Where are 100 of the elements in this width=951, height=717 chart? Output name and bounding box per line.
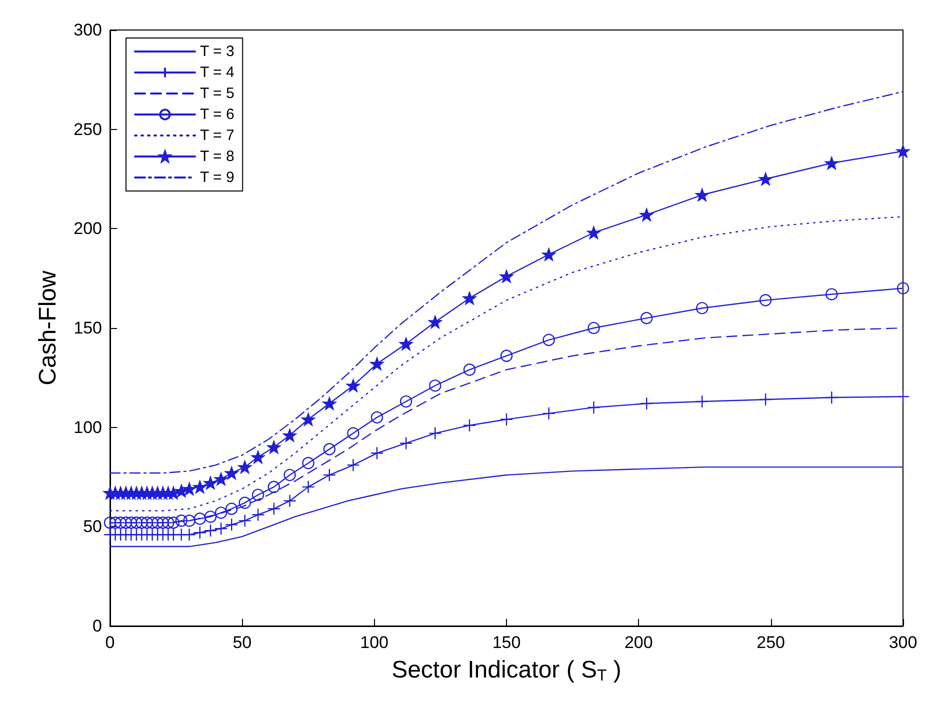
point — [347, 427, 360, 440]
point — [130, 516, 143, 529]
point — [323, 443, 336, 456]
point — [825, 390, 838, 404]
point — [267, 440, 280, 454]
legend-label: T = 9 — [200, 169, 234, 186]
point — [193, 480, 206, 494]
legend-label: T = 3 — [200, 43, 234, 60]
x-tick-label: 50 — [232, 633, 252, 652]
point — [696, 394, 709, 408]
point — [214, 472, 228, 486]
point — [182, 528, 196, 542]
point — [696, 302, 708, 314]
point — [156, 516, 169, 529]
point — [268, 480, 280, 494]
point — [322, 468, 336, 482]
point — [696, 188, 709, 202]
point — [429, 380, 442, 392]
point — [370, 357, 384, 370]
point — [370, 411, 384, 424]
legend-label: T = 6 — [200, 106, 234, 123]
point — [238, 496, 251, 509]
point — [759, 294, 772, 306]
point — [251, 450, 265, 464]
point — [204, 524, 218, 538]
y-tick-label: 0 — [92, 616, 102, 636]
point — [183, 514, 196, 527]
point — [283, 494, 296, 508]
point — [462, 292, 476, 305]
point — [114, 516, 127, 529]
point — [193, 526, 206, 540]
point — [758, 392, 772, 406]
legend-label: T = 4 — [200, 64, 234, 81]
point — [224, 466, 238, 480]
point — [500, 412, 514, 426]
point — [204, 476, 218, 490]
x-tick-label: 150 — [492, 633, 521, 652]
point — [640, 312, 653, 324]
y-tick-label: 250 — [74, 120, 102, 139]
point — [238, 514, 252, 528]
x-tick-label: 200 — [624, 633, 653, 652]
legend-label: T = 8 — [200, 148, 234, 165]
point — [125, 516, 138, 529]
y-tick-label: 300 — [74, 20, 102, 40]
point — [542, 334, 555, 346]
x-tick-label: 300 — [888, 633, 918, 652]
x-tick-label: 250 — [756, 633, 786, 652]
point — [322, 397, 336, 410]
point — [370, 446, 384, 460]
point — [151, 516, 164, 529]
point — [346, 379, 360, 392]
legend-label: T = 7 — [200, 127, 234, 144]
x-tick-label: 100 — [360, 633, 389, 652]
point — [400, 395, 412, 408]
point — [162, 516, 174, 529]
point — [167, 516, 180, 529]
point — [588, 322, 600, 334]
point — [825, 156, 838, 170]
point — [174, 484, 188, 498]
point — [214, 522, 228, 536]
point — [166, 486, 180, 500]
point — [399, 436, 413, 450]
point — [224, 518, 238, 532]
point — [462, 418, 476, 432]
point — [587, 400, 600, 414]
legend-label: T = 5 — [200, 85, 234, 102]
point — [252, 488, 264, 501]
y-tick-label: 100 — [74, 418, 102, 437]
point — [346, 458, 360, 472]
point — [267, 502, 280, 516]
x-tick-label: 0 — [105, 633, 115, 652]
point — [587, 226, 600, 239]
point — [204, 510, 217, 523]
point — [302, 413, 315, 426]
point — [500, 270, 514, 283]
point — [758, 172, 772, 186]
point — [640, 396, 654, 410]
point — [251, 508, 265, 522]
point — [463, 364, 476, 376]
point — [175, 514, 188, 527]
y-axis-title: Cash-Flow — [34, 270, 62, 386]
point — [284, 468, 296, 482]
point — [226, 502, 238, 515]
point — [194, 512, 206, 525]
point — [238, 460, 252, 474]
y-tick-label: 200 — [74, 219, 102, 238]
y-tick-label: 150 — [74, 318, 102, 338]
point — [136, 516, 148, 529]
point — [302, 480, 315, 494]
point — [302, 456, 314, 470]
point — [542, 406, 556, 420]
line-series — [109, 466, 904, 548]
point — [826, 288, 838, 300]
point — [399, 338, 413, 350]
point — [640, 208, 654, 222]
point — [283, 428, 296, 442]
point — [896, 144, 910, 158]
point — [104, 516, 116, 529]
point — [120, 516, 132, 529]
point — [214, 506, 228, 519]
